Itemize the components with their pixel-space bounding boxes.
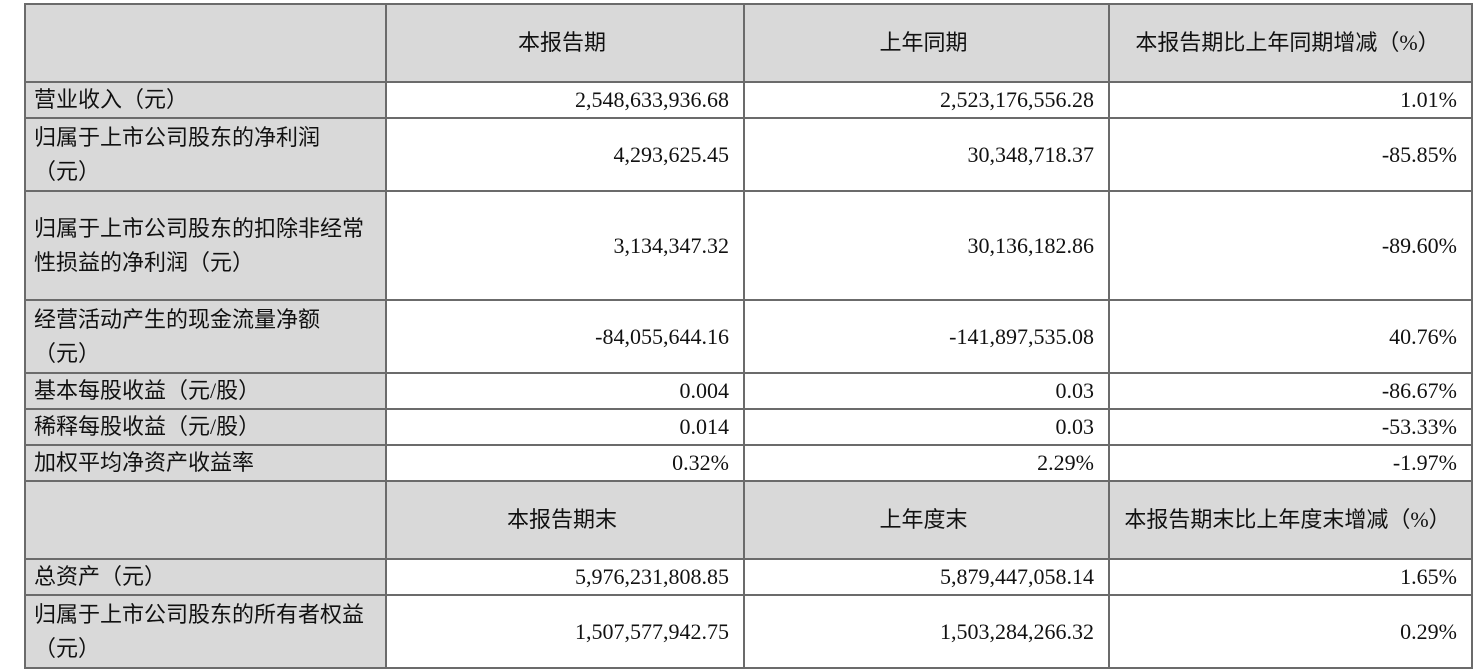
row-label: 归属于上市公司股东的扣除非经常性损益的净利润（元） xyxy=(24,190,387,301)
column-header: 本报告期末比上年度末增减（%） xyxy=(1108,480,1473,560)
value-cell: -53.33% xyxy=(1108,408,1473,446)
table-row: 加权平均净资产收益率 0.32% 2.29% -1.97% xyxy=(24,444,1473,482)
table-row: 经营活动产生的现金流量净额（元） -84,055,644.16 -141,897,5… xyxy=(24,299,1473,374)
value-cell: 4,293,625.45 xyxy=(385,117,745,192)
row-label: 稀释每股收益（元/股） xyxy=(24,408,387,446)
value-cell: 0.004 xyxy=(385,372,745,410)
value-cell: -89.60% xyxy=(1108,190,1473,301)
value-cell: 0.03 xyxy=(743,372,1110,410)
value-cell: 40.76% xyxy=(1108,299,1473,374)
value-cell: 1.01% xyxy=(1108,81,1473,119)
header-row: 本报告期末 上年度末 本报告期末比上年度末增减（%） xyxy=(24,480,1473,560)
value-cell: -84,055,644.16 xyxy=(385,299,745,374)
value-cell: 1.65% xyxy=(1108,558,1473,596)
table-row: 营业收入（元） 2,548,633,936.68 2,523,176,556.28 1… xyxy=(24,81,1473,119)
table-row: 基本每股收益（元/股） 0.004 0.03 -86.67% xyxy=(24,372,1473,410)
table-row: 归属于上市公司股东的净利润（元） 4,293,625.45 30,348,718.3… xyxy=(24,117,1473,192)
table-row: 归属于上市公司股东的扣除非经常性损益的净利润（元） 3,134,347.32 30,… xyxy=(24,190,1473,301)
value-cell: 1,503,284,266.32 xyxy=(743,594,1110,669)
table-row: 归属于上市公司股东的所有者权益（元） 1,507,577,942.75 1,503,… xyxy=(24,594,1473,669)
value-cell: 2,548,633,936.68 xyxy=(385,81,745,119)
table-row: 总资产（元） 5,976,231,808.85 5,879,447,058.14 1.… xyxy=(24,558,1473,596)
header-row: 本报告期 上年同期 本报告期比上年同期增减（%） xyxy=(24,3,1473,83)
value-cell: 2.29% xyxy=(743,444,1110,482)
value-cell: 5,976,231,808.85 xyxy=(385,558,745,596)
row-label: 归属于上市公司股东的净利润（元） xyxy=(24,117,387,192)
row-label: 总资产（元） xyxy=(24,558,387,596)
value-cell: 5,879,447,058.14 xyxy=(743,558,1110,596)
header-blank-cell xyxy=(24,480,387,560)
table-row: 稀释每股收益（元/股） 0.014 0.03 -53.33% xyxy=(24,408,1473,446)
value-cell: -1.97% xyxy=(1108,444,1473,482)
row-label: 营业收入（元） xyxy=(24,81,387,119)
value-cell: 0.32% xyxy=(385,444,745,482)
column-header: 本报告期比上年同期增减（%） xyxy=(1108,3,1473,83)
value-cell: 0.03 xyxy=(743,408,1110,446)
financial-summary-table: 本报告期 上年同期 本报告期比上年同期增减（%） 营业收入（元） 2,548,633,9… xyxy=(24,3,1473,669)
row-label: 加权平均净资产收益率 xyxy=(24,444,387,482)
row-label: 经营活动产生的现金流量净额（元） xyxy=(24,299,387,374)
value-cell: 0.29% xyxy=(1108,594,1473,669)
value-cell: 0.014 xyxy=(385,408,745,446)
column-header: 上年同期 xyxy=(743,3,1110,83)
value-cell: -141,897,535.08 xyxy=(743,299,1110,374)
column-header: 本报告期 xyxy=(385,3,745,83)
header-blank-cell xyxy=(24,3,387,83)
value-cell: 30,136,182.86 xyxy=(743,190,1110,301)
value-cell: -85.85% xyxy=(1108,117,1473,192)
value-cell: 30,348,718.37 xyxy=(743,117,1110,192)
value-cell: 3,134,347.32 xyxy=(385,190,745,301)
row-label: 基本每股收益（元/股） xyxy=(24,372,387,410)
value-cell: 1,507,577,942.75 xyxy=(385,594,745,669)
value-cell: 2,523,176,556.28 xyxy=(743,81,1110,119)
column-header: 本报告期末 xyxy=(385,480,745,560)
column-header: 上年度末 xyxy=(743,480,1110,560)
value-cell: -86.67% xyxy=(1108,372,1473,410)
row-label: 归属于上市公司股东的所有者权益（元） xyxy=(24,594,387,669)
